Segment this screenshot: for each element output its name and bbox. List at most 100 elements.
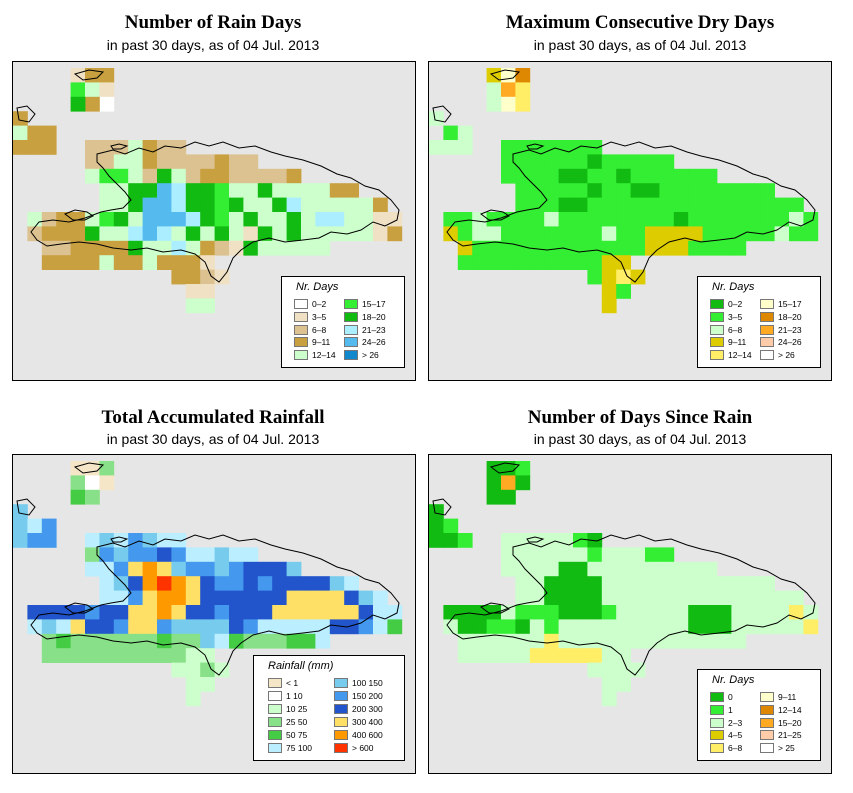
grid-cell [731,197,747,213]
grid-cell [128,168,143,184]
grid-cell [472,212,487,227]
grid-cell [113,183,129,198]
grid-cell [659,168,675,184]
grid-cell [99,197,115,213]
grid-cell [329,183,345,198]
grid-cell [688,590,703,606]
grid-cell [157,619,172,635]
grid-cell [272,240,287,256]
grid-cell [443,605,459,620]
grid-cell [587,183,603,198]
map-area[interactable]: Rainfall (mm) < 1 1 10 10 25 25 50 50 75 75 1… [12,454,416,774]
grid-cell [702,183,718,198]
grid-cell [544,183,559,198]
grid-cell [85,633,100,649]
grid-cell [630,633,646,649]
grid-cell [243,590,259,606]
grid-cell [645,197,660,213]
grid-cell [587,547,603,563]
grid-cell [185,183,201,198]
legend-label: 75 100 [286,743,312,753]
panel-title: Maximum Consecutive Dry Days [505,12,775,33]
grid-cell [27,518,43,534]
grid-cell [745,619,761,635]
grid-cell [329,619,345,635]
grid-cell [171,226,187,242]
grid-cell [745,183,761,198]
grid-cell [387,226,403,242]
legend-label: > 26 [362,350,379,361]
grid-cell [573,533,588,548]
grid-cell [128,154,143,170]
grid-cell [128,226,143,242]
grid-cell [515,633,531,649]
grid-cell [573,240,588,256]
grid-cell [344,590,359,606]
grid-cell [272,633,287,649]
legend-swatch [344,311,358,322]
grid-cell [214,576,230,591]
grid-cell [243,619,259,635]
map-area[interactable]: Nr. Days 0–2 3–5 6–8 9–11 12–14 15–17 18–20 21–… [12,61,416,381]
grid-cell [99,183,115,198]
grid-cell [171,561,187,577]
grid-cell [185,662,201,678]
grid-cell [789,590,804,606]
grid-cell [501,168,516,184]
grid-cell [344,183,359,198]
grid-cell [200,590,215,606]
grid-cell [486,240,502,256]
grid-cell [171,269,187,285]
legend-swatch [268,678,282,688]
grid-cell [774,212,790,227]
grid-cell [272,212,287,227]
grid-cell [99,475,115,491]
grid-cell [185,691,201,707]
coastline [489,462,521,474]
grid-cell [85,226,100,242]
grid-cell [760,197,775,213]
grid-cell [601,691,617,707]
grid-cell [27,226,43,242]
grid-cell [486,82,502,98]
grid-cell [99,590,115,606]
legend-label: 15–17 [362,299,386,309]
grid-cell [142,140,158,155]
grid-cell [558,533,574,548]
grid-cell [70,240,86,256]
legend-swatch [294,299,308,309]
grid-cell [171,619,187,635]
grid-cell [558,168,574,184]
grid-cell [501,240,516,256]
grid-cell [229,633,244,649]
grid-cell [99,547,115,563]
grid-cell [56,255,71,270]
grid-cell [616,590,631,606]
grid-cell [128,561,143,577]
map-area[interactable]: Nr. Days 0–2 3–5 6–8 9–11 12–14 15–17 18–20 21–… [428,61,832,381]
legend-swatch [710,299,724,309]
legend-swatch [710,704,724,715]
grid-cell [573,140,588,155]
grid-cell [673,576,689,591]
grid-cell [630,183,646,198]
coastline [432,498,452,516]
grid-cell [616,226,631,242]
legend-swatch [710,692,724,702]
grid-cell [41,619,57,635]
grid-cell [443,125,459,141]
grid-cell [85,561,100,577]
map-area[interactable]: Nr. Days 0 1 2–3 4–5 6–8 9–11 12–14 15–20 21–25 >… [428,454,832,774]
grid-cell [358,197,374,213]
legend-label: 6–8 [728,743,743,754]
grid-cell [515,212,531,227]
grid-cell [257,212,273,227]
grid-cell [529,240,545,256]
legend-swatch [760,350,774,361]
grid-cell [301,590,316,606]
grid-cell [601,240,617,256]
grid-cell [717,226,732,242]
coastline [526,536,545,543]
grid-cell [645,226,660,242]
grid-cell [616,605,631,620]
